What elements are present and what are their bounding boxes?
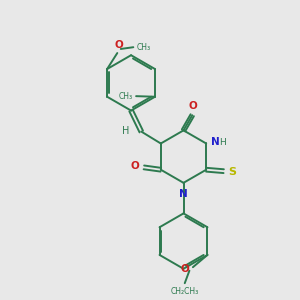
Text: N: N: [178, 189, 187, 199]
Text: CH₃: CH₃: [136, 43, 150, 52]
Text: CH₃: CH₃: [119, 92, 133, 101]
Text: S: S: [228, 167, 236, 177]
Text: N: N: [212, 137, 220, 147]
Text: CH₂CH₃: CH₂CH₃: [171, 287, 199, 296]
Text: O: O: [180, 265, 189, 275]
Text: O: O: [131, 161, 140, 171]
Text: H: H: [219, 138, 226, 147]
Text: O: O: [114, 40, 123, 50]
Text: H: H: [122, 126, 130, 136]
Text: O: O: [188, 101, 197, 111]
